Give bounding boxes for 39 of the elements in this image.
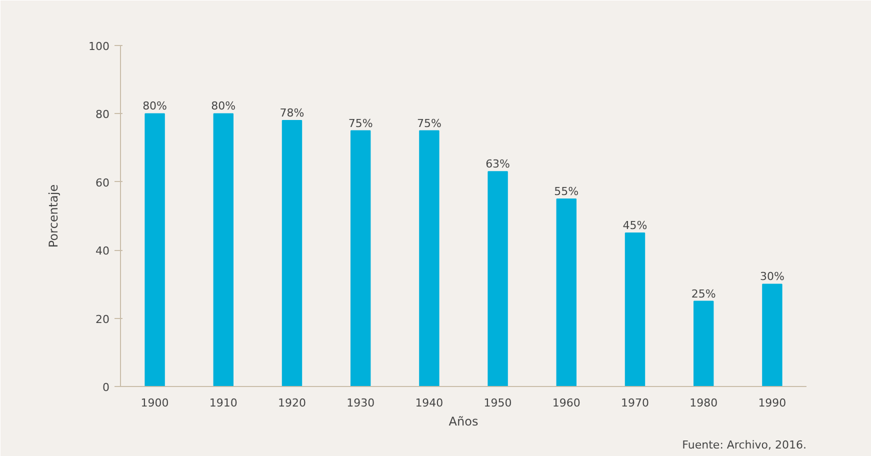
x-tick-label: 1910 <box>209 396 238 410</box>
bar <box>350 130 371 386</box>
x-tick-label: 1950 <box>484 396 512 410</box>
data-label: 63% <box>486 158 510 171</box>
y-tick-label: 100 <box>88 40 110 53</box>
bar <box>693 300 714 386</box>
data-label: 55% <box>554 184 579 198</box>
y-tick-label: 0 <box>102 381 110 394</box>
y-axis-title: Porcentaje <box>46 184 61 248</box>
x-tick-label: 1970 <box>621 396 650 410</box>
bar <box>419 130 440 386</box>
bar <box>556 198 577 386</box>
x-tick-label: 1960 <box>552 396 580 410</box>
bar <box>762 284 782 386</box>
y-tick-label: 60 <box>96 176 110 190</box>
data-label: 75% <box>348 116 373 130</box>
bar <box>488 171 508 386</box>
x-tick-label: 1920 <box>278 396 306 410</box>
x-tick-label: 1980 <box>690 396 718 410</box>
data-label: 80% <box>142 100 168 113</box>
x-axis-title: Años <box>448 414 478 428</box>
bar <box>213 113 234 386</box>
data-label: 25% <box>691 287 716 300</box>
data-label: 75% <box>416 116 442 130</box>
x-tick-label: 1900 <box>140 396 169 410</box>
bar <box>144 113 165 386</box>
data-label: 80% <box>211 100 236 113</box>
y-tick-label: 20 <box>96 312 110 326</box>
x-tick-label: 1940 <box>415 396 444 410</box>
data-label: 45% <box>622 219 648 232</box>
bar <box>282 120 302 386</box>
x-tick-label: 1930 <box>346 396 375 410</box>
x-tick-label: 1990 <box>758 396 786 410</box>
y-tick-label: 80 <box>96 108 110 122</box>
data-label: 78% <box>280 106 304 120</box>
bar <box>624 232 646 386</box>
source-note: Fuente: Archivo, 2016. <box>682 438 807 452</box>
data-label: 30% <box>760 270 784 284</box>
y-tick-label: 40 <box>96 244 110 258</box>
